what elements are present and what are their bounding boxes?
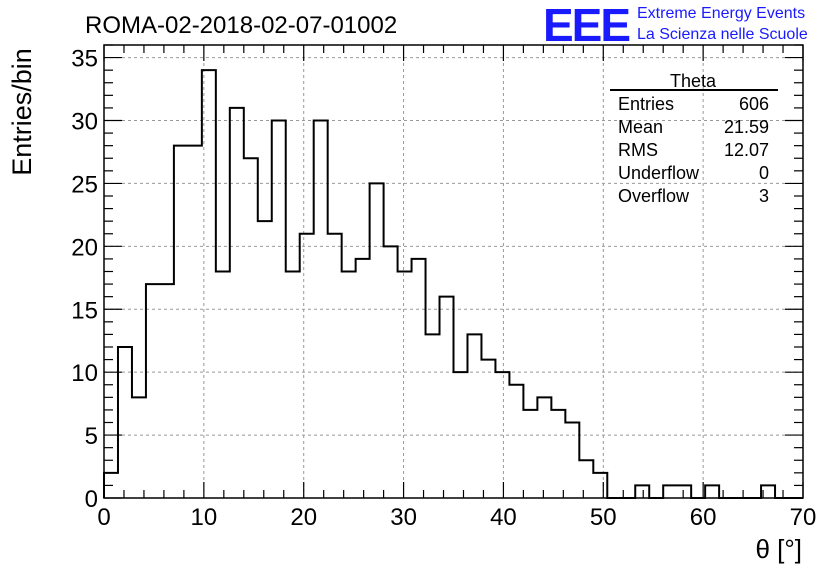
histogram-bin (537, 397, 551, 498)
y-axis-label: Entries/bin (7, 48, 37, 176)
histogram-bin (677, 485, 691, 498)
histogram-bin (216, 272, 230, 499)
histogram-bin (258, 221, 272, 498)
histogram-bin (440, 297, 454, 498)
histogram-bin (286, 272, 300, 499)
histogram-bin (174, 146, 188, 498)
stats-row-value: 12.07 (724, 140, 769, 160)
histogram-bin (481, 360, 495, 498)
histogram-bin (705, 485, 719, 498)
x-tick-label: 70 (790, 504, 817, 531)
x-axis-label: θ [°] (755, 534, 802, 564)
logo-line-2: La Scienza nelle Scuole (637, 26, 808, 43)
stats-box: Theta Entries 606 Mean 21.59 RMS 12.07 Underfl… (610, 71, 778, 206)
x-tick-label: 30 (390, 504, 417, 531)
logo-mark: EEE (543, 0, 629, 51)
y-tick-label: 15 (71, 297, 98, 324)
histogram-bin (146, 284, 160, 498)
y-tick-label: 35 (71, 46, 98, 73)
histogram-bin (426, 334, 440, 498)
stats-row-value: 3 (759, 186, 769, 206)
histogram-bin (244, 158, 258, 498)
histogram-bin (230, 108, 244, 498)
histogram-bin (593, 473, 607, 498)
histogram-bin (160, 284, 174, 498)
stats-row-value: 0 (759, 163, 769, 183)
y-tick-label: 10 (71, 360, 98, 387)
histogram-bin (384, 246, 398, 498)
x-tick-label: 60 (690, 504, 717, 531)
histogram-bin (300, 234, 314, 498)
stats-row-label: Underflow (618, 163, 700, 183)
histogram-bin (342, 272, 356, 499)
histogram-bin (579, 460, 593, 498)
axes (103, 44, 804, 499)
histogram-bin (509, 385, 523, 498)
histogram-bin (551, 410, 565, 498)
stats-row-label: Mean (618, 117, 663, 137)
stats-title: Theta (670, 71, 717, 91)
histogram-bin (328, 234, 342, 498)
y-tick-label: 30 (71, 109, 98, 136)
stats-row-label: Entries (618, 94, 674, 114)
histogram-outline (103, 69, 803, 499)
histogram-bin (188, 146, 202, 498)
y-tick-label: 20 (71, 234, 98, 261)
histogram-bin (202, 70, 216, 498)
histogram-bin (523, 410, 537, 498)
histogram-bin (370, 183, 384, 498)
stats-row-value: 606 (739, 94, 769, 114)
run-title: ROMA-02-2018-02-07-01002 (85, 12, 397, 39)
x-tick-label: 50 (590, 504, 617, 531)
eee-logo: EEE Extreme Energy Events La Scienza nel… (543, 0, 808, 51)
histogram-bin (412, 259, 426, 498)
stats-row-value: 21.59 (724, 117, 769, 137)
histogram-bin (356, 259, 370, 498)
histogram-series (103, 69, 803, 499)
x-tick-label: 40 (490, 504, 517, 531)
x-tick-label: 0 (97, 504, 110, 531)
histogram-bin (118, 347, 132, 498)
stats-row-label: Overflow (618, 186, 690, 206)
y-tick-label: 25 (71, 171, 98, 198)
plot-frame (103, 44, 804, 499)
logo-line-1: Extreme Energy Events (637, 5, 805, 22)
x-tick-label: 20 (290, 504, 317, 531)
histogram-bin (132, 397, 146, 498)
grid-lines (104, 45, 803, 498)
x-tick-label: 10 (191, 504, 218, 531)
histogram-bin (467, 334, 481, 498)
histogram-bin (565, 423, 579, 499)
histogram-bin (663, 485, 677, 498)
histogram-bin (635, 485, 649, 498)
y-tick-label: 0 (85, 486, 98, 513)
histogram-bin (398, 272, 412, 499)
stats-row-label: RMS (618, 140, 658, 160)
y-tick-label: 5 (85, 423, 98, 450)
